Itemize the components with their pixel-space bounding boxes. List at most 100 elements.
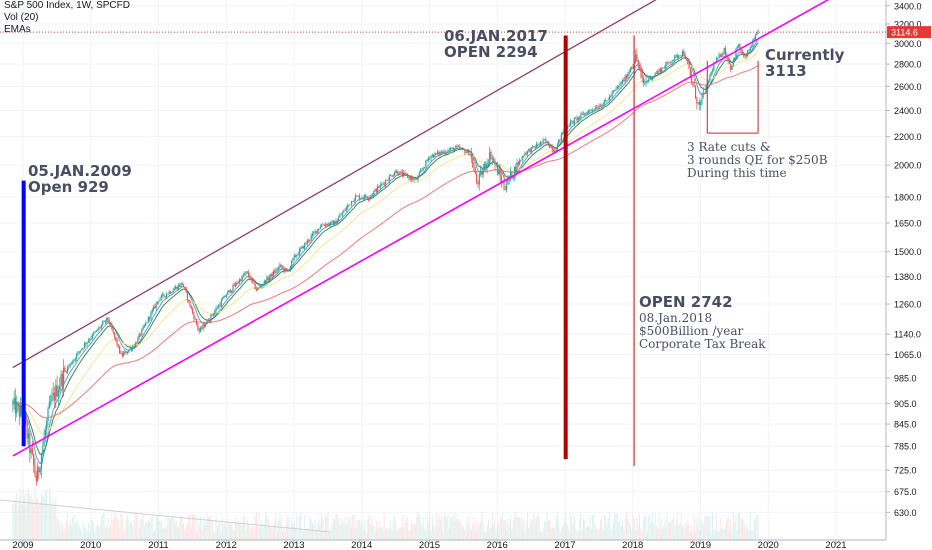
volume-bar	[21, 504, 23, 540]
volume-bar	[702, 524, 704, 540]
candle-body	[520, 159, 522, 161]
annotation-2018: OPEN 2742 08.Jan.2018 $500Billion /year …	[639, 294, 766, 351]
volume-bar	[430, 530, 432, 540]
volume-bar	[610, 530, 612, 540]
candle-body	[192, 308, 194, 314]
volume-bar	[248, 523, 250, 540]
candle-body	[313, 232, 315, 234]
volume-bar	[83, 527, 85, 540]
volume-bar	[226, 527, 228, 540]
candle-body	[442, 151, 444, 153]
annotation-2018-line2: Corporate Tax Break	[639, 337, 766, 351]
volume-bar	[636, 516, 638, 540]
candle-body	[653, 75, 655, 78]
time-axis[interactable]: 2009 2010 2011 2012 2013 2014 2015 2016 2017 2018…	[0, 539, 886, 550]
candle-body	[631, 66, 633, 69]
candle-body	[446, 152, 448, 153]
candle-body	[420, 170, 422, 173]
candle-body	[592, 109, 594, 111]
candle-body	[198, 328, 200, 332]
chart-legend: S&P 500 Index, 1W, SPCFD Vol (20) EMAs	[4, 0, 130, 36]
volume-bar	[74, 522, 76, 540]
candle-body	[158, 300, 160, 302]
candle-body	[199, 327, 202, 332]
candle-body	[195, 319, 198, 325]
volume-bar	[270, 526, 272, 540]
volume-bar	[80, 528, 82, 540]
volume-bar	[129, 522, 131, 540]
volume-bar	[467, 524, 469, 540]
candle-body	[184, 287, 186, 289]
volume-bar	[110, 524, 112, 540]
volume-bar	[338, 518, 340, 540]
volume-bar	[736, 530, 738, 540]
volume-bar	[348, 520, 350, 540]
volume-bar	[461, 526, 463, 540]
candle-body	[258, 287, 260, 288]
candle-body	[134, 343, 136, 348]
volume-bar	[476, 521, 478, 540]
candle-body	[663, 67, 665, 69]
candle-body	[740, 49, 742, 53]
faint-trend-line	[0, 499, 331, 533]
candle-body	[125, 351, 127, 354]
candle-body	[331, 221, 333, 222]
legend-vol[interactable]: Vol (20)	[4, 12, 39, 23]
candle-body	[450, 148, 452, 150]
candle-body	[582, 113, 585, 116]
candle-body	[741, 52, 744, 54]
candle-body	[59, 386, 61, 391]
volume-bar	[624, 517, 626, 540]
volume-bar	[313, 525, 315, 540]
volume-bar	[100, 516, 102, 540]
volume-bar	[358, 519, 360, 540]
volume-bar	[498, 523, 500, 540]
volume-bar	[27, 488, 29, 540]
volume-bar	[728, 531, 730, 540]
candle-body	[719, 54, 721, 57]
volume-bar	[485, 531, 487, 540]
volume-bar	[599, 519, 601, 540]
candle-body	[343, 210, 345, 213]
candle-body	[246, 271, 248, 273]
candle-body	[568, 125, 570, 127]
volume-bar	[412, 524, 414, 540]
candle-body	[177, 284, 179, 290]
annotation-rate-cuts: 3 Rate cuts & 3 rounds QE for $250B Duri…	[687, 141, 828, 180]
candle-body	[537, 144, 539, 146]
candle-body	[496, 164, 499, 175]
candle-body	[629, 68, 632, 72]
candle-body	[701, 94, 703, 101]
volume-bar	[369, 523, 371, 540]
volume-bar	[177, 527, 179, 540]
candle-body	[606, 100, 608, 101]
candle-body	[671, 61, 673, 63]
volume-bar	[545, 521, 547, 540]
candle-body	[33, 454, 35, 466]
price-tick-label: 2400.0	[894, 106, 922, 116]
candle-body	[251, 278, 254, 282]
volume-bar	[201, 530, 203, 540]
volume-bar	[288, 518, 290, 540]
legend-emas[interactable]: EMAs	[4, 24, 31, 35]
candle-body	[489, 151, 491, 163]
volume-bar	[312, 522, 314, 540]
candle-body	[185, 288, 187, 293]
volume-bar	[507, 519, 509, 540]
volume-bar	[263, 523, 265, 540]
legend-title[interactable]: S&P 500 Index, 1W, SPCFD	[4, 0, 130, 11]
volume-bar	[405, 522, 407, 540]
candle-body	[687, 60, 689, 64]
annotation-2017-date: 06.JAN.2017	[444, 27, 548, 45]
volume-bar	[500, 516, 502, 540]
volume-bar	[554, 526, 556, 540]
volume-bar	[229, 524, 231, 540]
volume-bar	[189, 514, 191, 540]
candle-body	[530, 147, 532, 153]
volume-bar	[377, 528, 379, 540]
volume-bar	[584, 520, 586, 540]
candle-body	[597, 107, 599, 109]
volume-bar	[672, 516, 674, 540]
